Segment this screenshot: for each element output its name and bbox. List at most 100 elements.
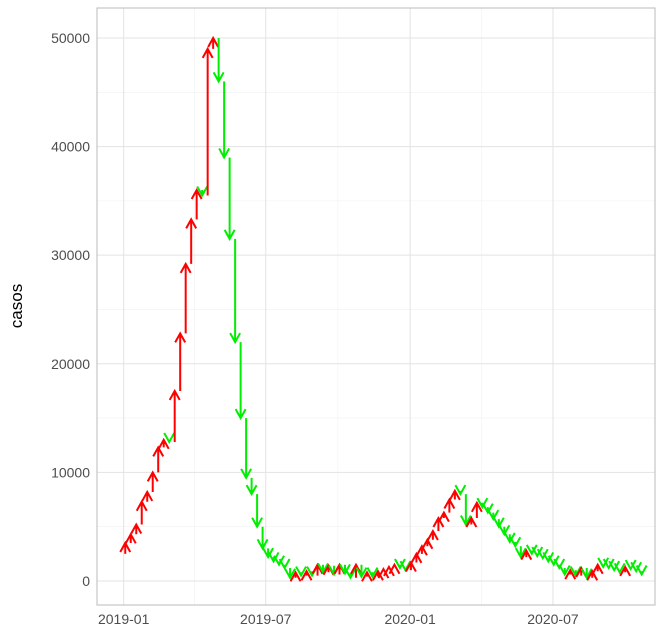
arrow-path — [157, 437, 170, 450]
arrow — [597, 557, 610, 569]
arrow — [317, 562, 329, 575]
arrow-path — [229, 238, 242, 345]
arrow — [152, 445, 165, 473]
arrow — [212, 37, 225, 84]
arrow-path — [498, 524, 511, 537]
arrow — [174, 331, 187, 391]
arrow-path — [135, 499, 148, 525]
arrow — [432, 515, 445, 532]
arrow-path — [201, 46, 214, 196]
arrow — [119, 540, 132, 554]
arrow — [558, 564, 571, 577]
arrow-path — [339, 563, 351, 576]
arrow-path — [262, 547, 274, 560]
arrow-path — [355, 564, 368, 579]
arrow-path — [399, 560, 412, 573]
arrow — [525, 544, 538, 556]
arrow-path — [196, 185, 209, 198]
arrow-path — [124, 532, 137, 544]
arrow — [564, 568, 577, 580]
arrow-path — [218, 81, 231, 160]
arrow-path — [459, 494, 472, 527]
arrow — [366, 567, 379, 579]
arrow-path — [608, 560, 621, 573]
arrow-path — [273, 555, 285, 567]
arrow-path — [591, 562, 604, 575]
arrow-path — [465, 515, 478, 528]
arrow-path — [212, 37, 225, 84]
arrow-path — [240, 418, 252, 480]
arrow-path — [146, 470, 159, 492]
arrow — [509, 536, 522, 549]
arrow — [234, 342, 247, 421]
arrow — [372, 569, 384, 581]
arrow — [459, 494, 472, 527]
arrow-path — [377, 566, 390, 579]
arrow — [547, 555, 560, 567]
arrow-path — [476, 497, 489, 510]
arrow — [405, 560, 417, 573]
x-tick-label: 2019-01 — [98, 611, 150, 627]
arrow — [344, 568, 357, 580]
arrow-path — [251, 494, 263, 529]
arrow — [613, 562, 626, 575]
arrow — [355, 564, 368, 579]
arrow-path — [284, 567, 296, 580]
arrow — [421, 537, 434, 550]
arrow-path — [190, 187, 203, 220]
arrow-path — [454, 484, 467, 497]
arrow-path — [163, 432, 176, 445]
arrow-path — [481, 503, 494, 515]
arrow — [278, 558, 291, 571]
arrow — [602, 558, 615, 571]
arrow-path — [366, 567, 379, 579]
arrow — [503, 532, 516, 544]
arrow-path — [586, 569, 599, 581]
x-tick-label: 2020-07 — [527, 611, 579, 627]
arrow — [262, 547, 274, 560]
y-tick-label: 50000 — [51, 30, 90, 46]
arrow — [196, 185, 209, 198]
arrow-path — [300, 569, 313, 581]
arrow-path — [624, 559, 637, 572]
arrow-path — [388, 562, 401, 575]
arrow — [443, 497, 456, 513]
arrow — [624, 559, 637, 572]
arrow-path — [438, 510, 450, 523]
arrow — [498, 524, 511, 537]
arrow-path — [179, 261, 192, 334]
arrow-path — [443, 497, 456, 513]
arrow — [201, 46, 214, 196]
arrow-path — [619, 564, 632, 577]
arrow — [207, 35, 220, 49]
arrow — [383, 564, 395, 577]
arrow-path — [267, 551, 280, 564]
arrow — [531, 546, 544, 559]
plot-border — [96, 7, 656, 606]
arrow — [130, 522, 143, 535]
arrow — [492, 517, 505, 529]
arrow-path — [613, 562, 626, 575]
arrow — [580, 567, 593, 580]
arrow — [163, 432, 176, 445]
arrow — [481, 503, 494, 515]
arrow-path — [580, 567, 593, 580]
arrow-path — [531, 546, 544, 559]
arrow-path — [470, 500, 483, 519]
x-tick-label: 2020-01 — [384, 611, 436, 627]
arrow-path — [245, 477, 258, 497]
y-tick-label: 0 — [82, 573, 90, 589]
arrow-path — [207, 35, 220, 49]
arrow-path — [558, 564, 571, 577]
arrow-path — [317, 562, 329, 575]
arrow — [245, 477, 258, 497]
y-tick-label: 30000 — [51, 247, 90, 263]
arrow-path — [394, 558, 406, 571]
y-axis-label: casos — [7, 284, 26, 328]
arrow-path — [185, 217, 198, 264]
arrow-path — [152, 445, 165, 473]
arrow-path — [234, 342, 247, 421]
arrow — [124, 532, 137, 544]
arrow — [141, 489, 154, 502]
